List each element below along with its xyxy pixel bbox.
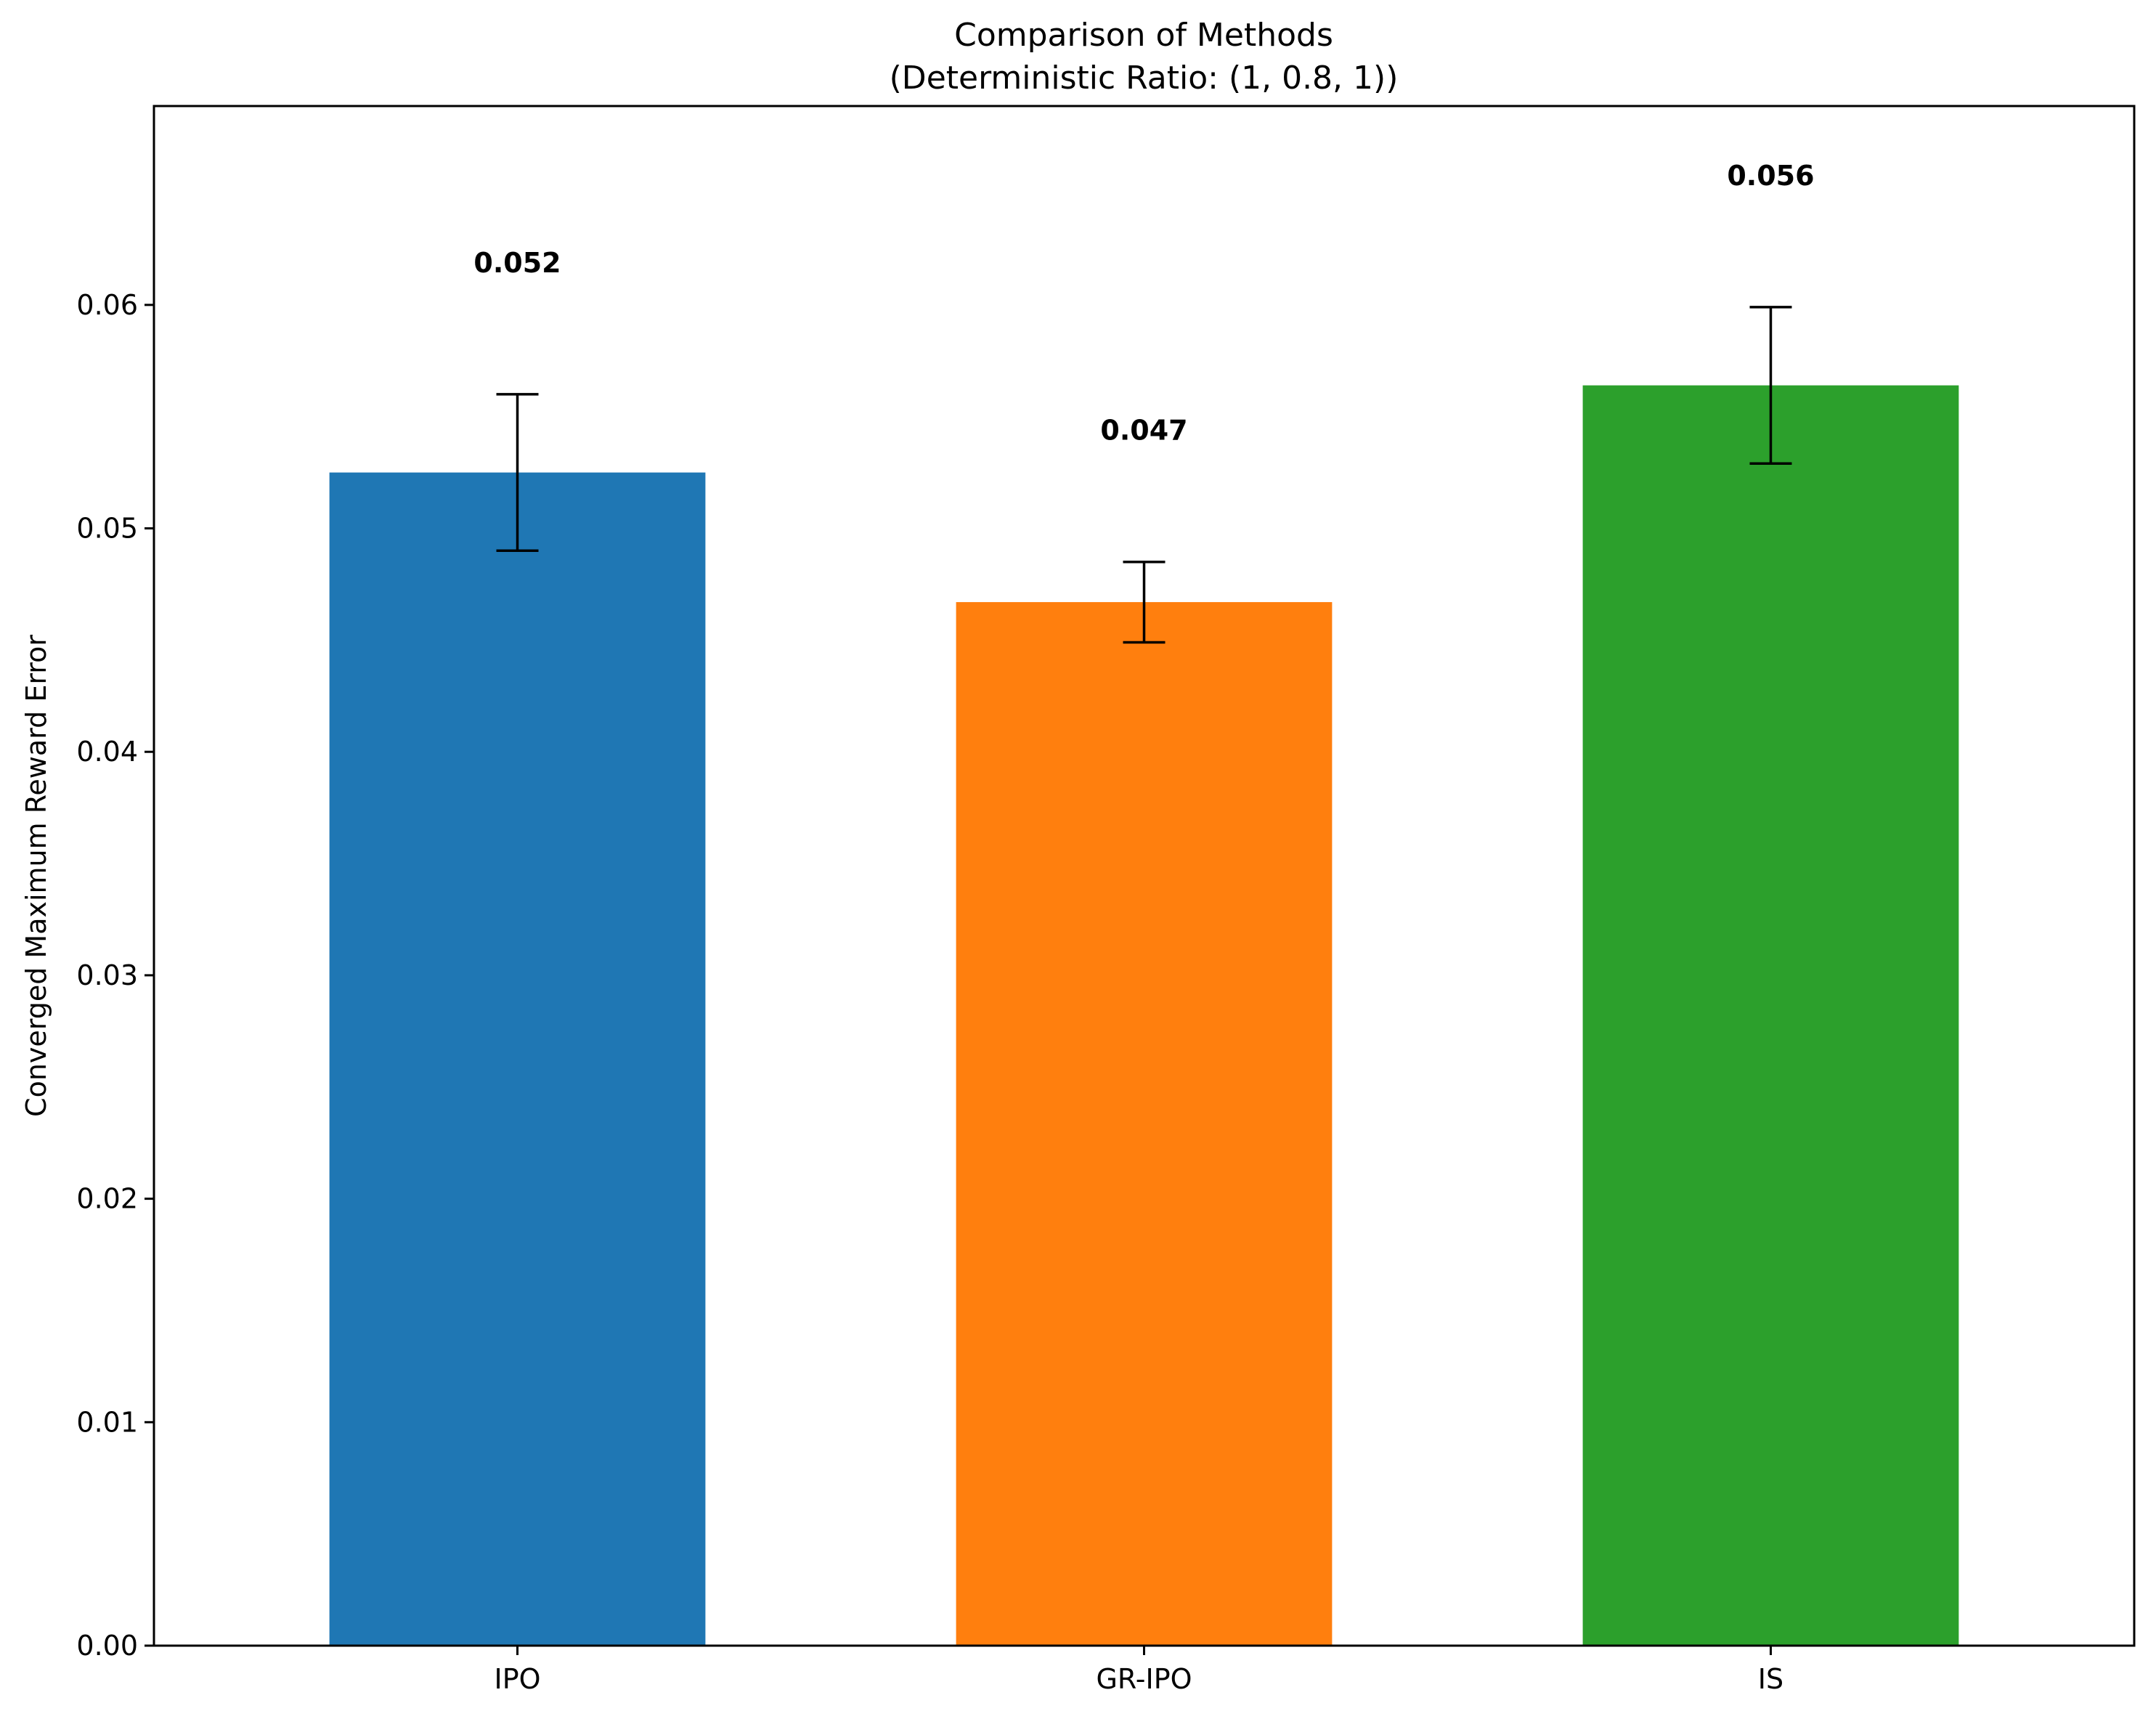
bar-gr-ipo (956, 602, 1333, 1646)
y-tick-label: 0.01 (76, 1406, 138, 1438)
value-label: 0.047 (1100, 415, 1187, 447)
value-label: 0.052 (473, 247, 561, 279)
x-tick-label: IPO (495, 1663, 541, 1695)
y-tick-label: 0.00 (76, 1630, 138, 1662)
bar-ipo (329, 472, 706, 1646)
plot-frame (152, 105, 2136, 1647)
plot-area: 0.00 0.01 0.02 0.03 0.04 0.05 0.06 IPO 0.052 GR-I… (76, 160, 1959, 1695)
value-label: 0.056 (1727, 160, 1814, 192)
y-axis-label: Converged Maximum Reward Error (20, 635, 52, 1117)
y-tick-label: 0.06 (76, 289, 138, 321)
y-tick-label: 0.05 (76, 513, 138, 545)
bar-is (1582, 385, 1959, 1646)
y-tick-label: 0.04 (76, 736, 138, 768)
chart-title: Comparison of Methods (954, 17, 1333, 54)
x-tick-label: IS (1758, 1663, 1783, 1695)
y-tick-label: 0.02 (76, 1183, 138, 1215)
x-tick-label: GR-IPO (1096, 1663, 1192, 1695)
y-tick-label: 0.03 (76, 959, 138, 991)
chart-subtitle: (Deterministic Ratio: (1, 0.8, 1)) (890, 60, 1399, 97)
